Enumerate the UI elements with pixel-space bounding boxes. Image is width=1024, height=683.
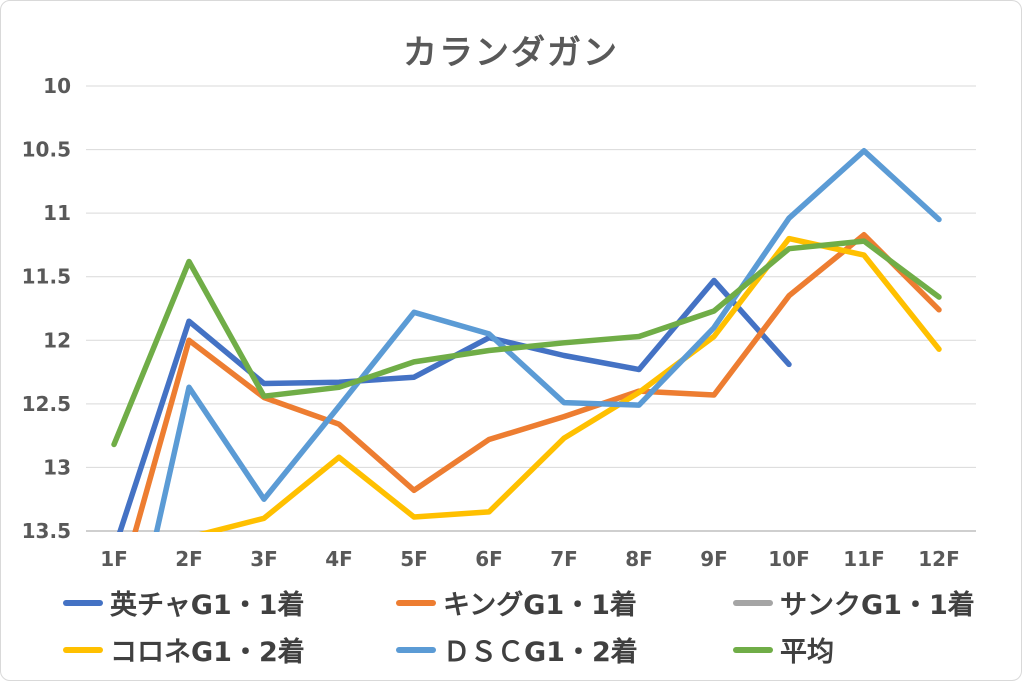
x-tick-label: 2F xyxy=(175,547,203,571)
x-tick-label: 7F xyxy=(550,547,578,571)
y-tick-label: 12.5 xyxy=(22,392,71,416)
gridlines xyxy=(86,85,976,532)
y-tick-label: 10 xyxy=(43,74,71,98)
legend-swatch-sank xyxy=(733,599,773,606)
x-tick-label: 4F xyxy=(325,547,353,571)
x-tick-label: 10F xyxy=(768,547,810,571)
x-tick-label: 9F xyxy=(700,547,728,571)
series-line-king xyxy=(132,232,942,532)
legend-label-eicha: 英チャG1・1着 xyxy=(110,590,305,621)
y-axis-tick-labels: 10 10.5 11 11.5 12 12.5 13 13.5 xyxy=(22,74,71,543)
series-line-korone xyxy=(199,235,942,532)
legend-label-dsc: ＤＳＣG1・2着 xyxy=(443,637,638,668)
legend-swatch-eicha xyxy=(63,599,103,606)
legend-label-heikin: 平均 xyxy=(780,637,834,668)
y-tick-label: 13 xyxy=(43,455,71,479)
legend-item-sank: サンクG1・1着 xyxy=(733,579,1013,626)
y-tick-label: 10.5 xyxy=(22,138,71,162)
x-tick-label: 5F xyxy=(400,547,428,571)
legend-item-king: キングG1・1着 xyxy=(396,579,733,626)
x-tick-label: 11F xyxy=(843,547,885,571)
y-tick-label: 11.5 xyxy=(22,265,71,289)
y-tick-label: 12 xyxy=(43,328,71,352)
legend-swatch-king xyxy=(396,599,436,606)
legend-item-eicha: 英チャG1・1着 xyxy=(63,579,396,626)
series-line-heikin xyxy=(111,238,942,448)
y-tick-label: 13.5 xyxy=(22,519,71,543)
x-tick-label: 3F xyxy=(250,547,278,571)
x-axis-tick-labels: 1F 2F 3F 4F 5F 6F 7F 8F 9F 10F 11F 12F xyxy=(100,547,960,571)
legend-item-heikin: 平均 xyxy=(733,626,1013,673)
y-tick-label: 11 xyxy=(43,201,71,225)
series-lines xyxy=(111,148,942,532)
legend-swatch-dsc xyxy=(396,646,436,653)
legend-label-sank: サンクG1・1着 xyxy=(780,590,975,621)
x-tick-label: 1F xyxy=(100,547,128,571)
series-line-dsc xyxy=(153,148,942,532)
legend-item-dsc: ＤＳＣG1・2着 xyxy=(396,626,733,673)
chart-legend: 英チャG1・1着 キングG1・1着 サンクG1・1着コロネG1・2着 ＤＳＣG1・2着… xyxy=(63,579,1013,673)
legend-item-korone: コロネG1・2着 xyxy=(63,626,396,673)
chart-title: カランダガン xyxy=(403,33,619,73)
legend-label-king: キングG1・1着 xyxy=(443,590,637,621)
legend-swatch-korone xyxy=(63,646,103,653)
legend-label-korone: コロネG1・2着 xyxy=(110,637,305,668)
x-tick-label: 6F xyxy=(475,547,503,571)
x-tick-label: 8F xyxy=(625,547,653,571)
legend-swatch-heikin xyxy=(733,646,773,653)
x-tick-label: 12F xyxy=(918,547,960,571)
